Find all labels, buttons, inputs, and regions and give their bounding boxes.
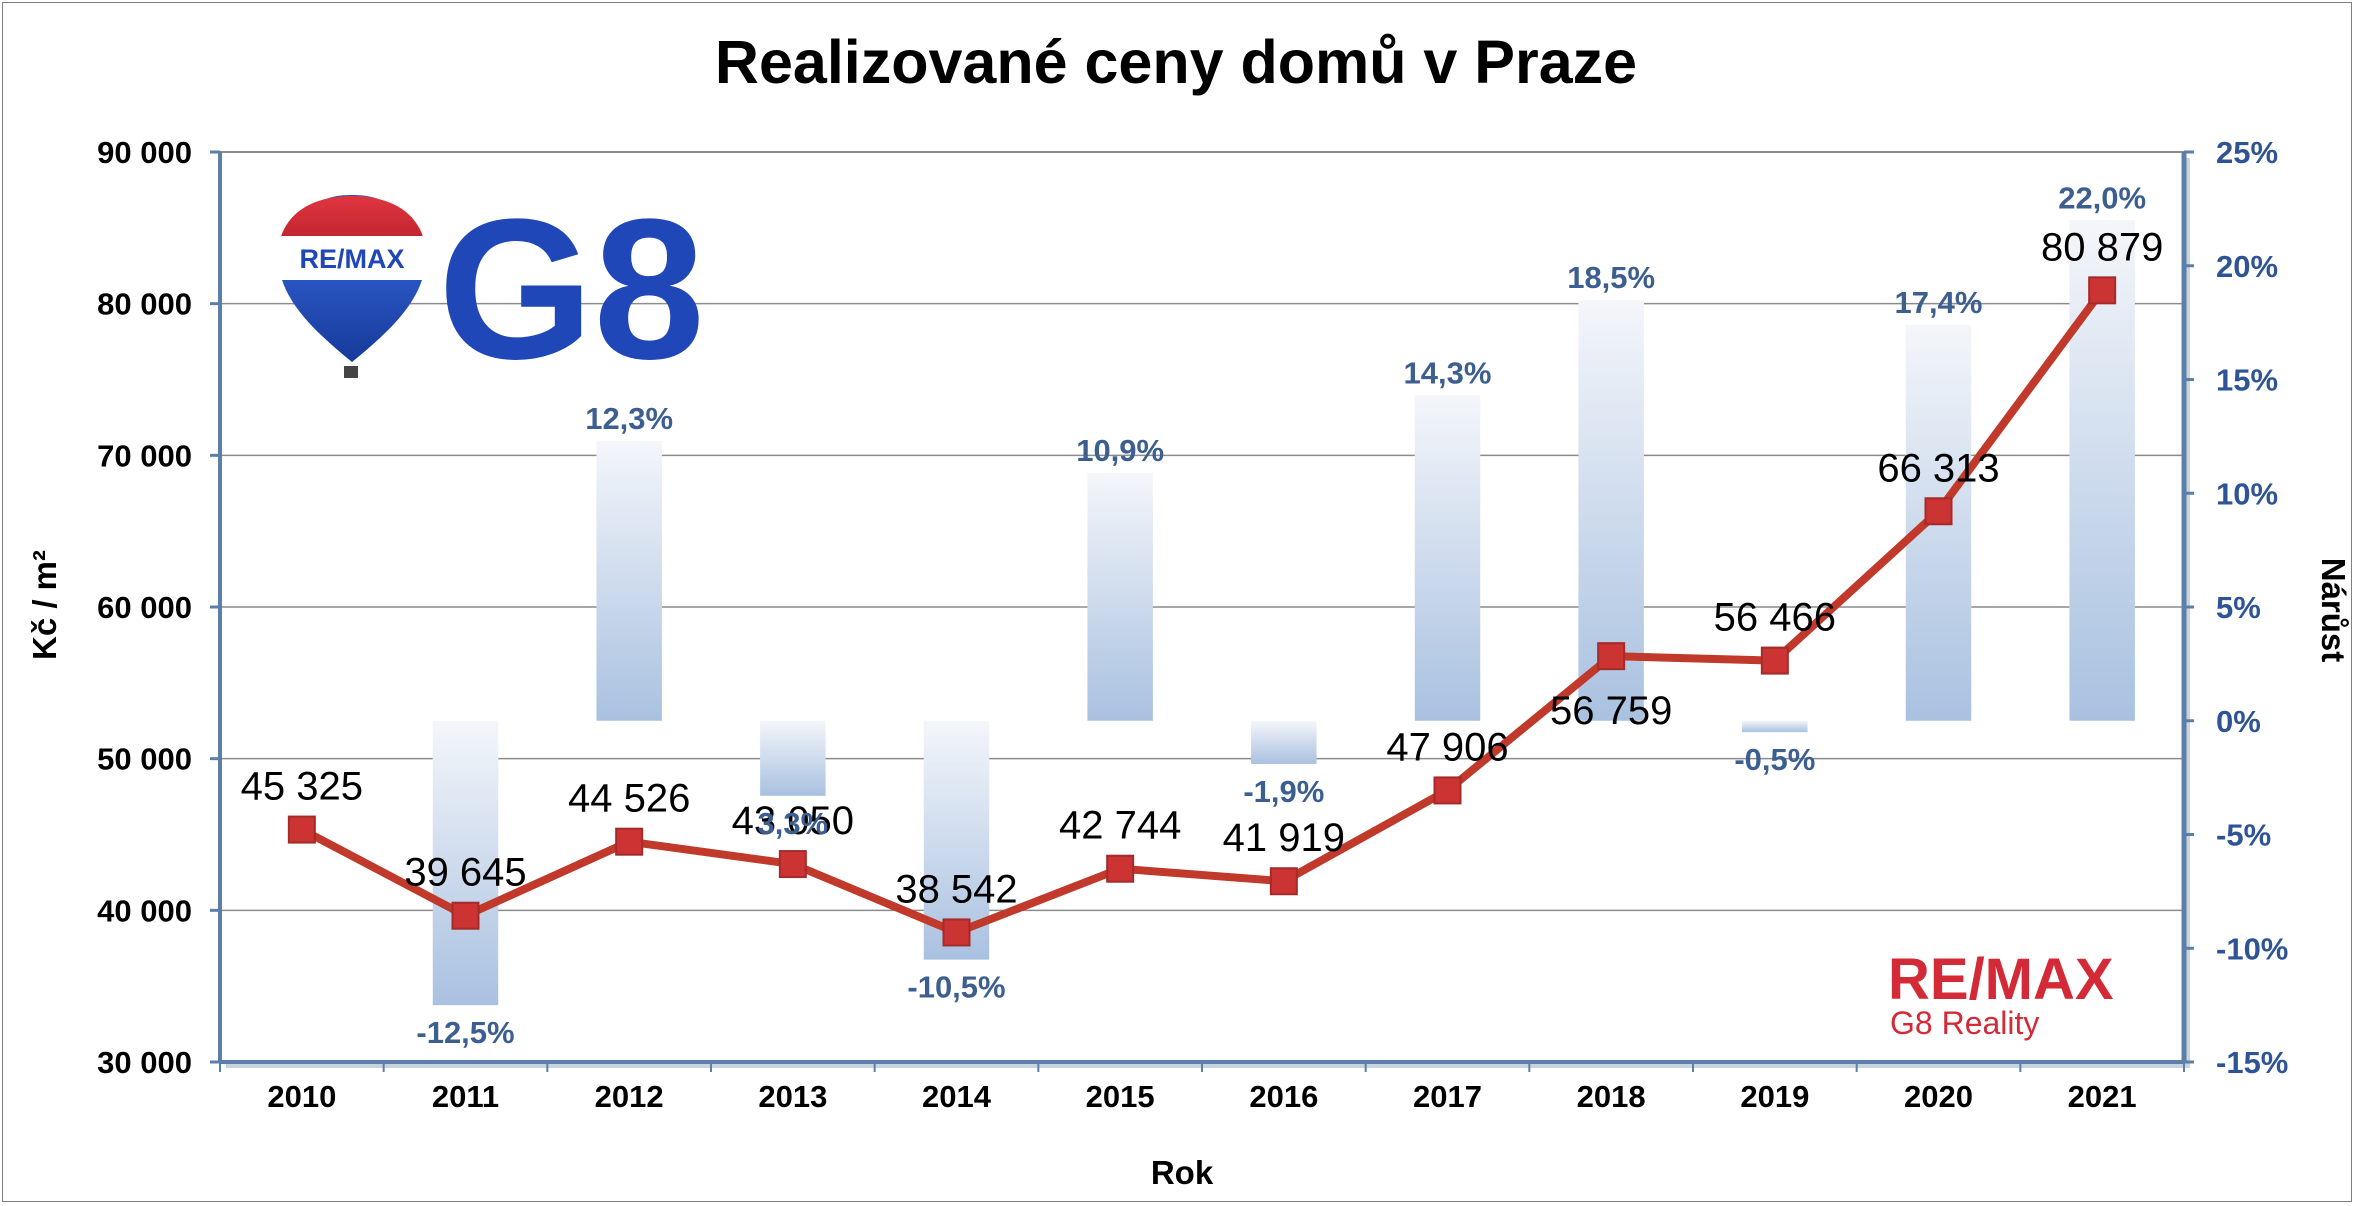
growth-bars xyxy=(432,220,2135,1006)
y2-tick-label: 0% xyxy=(2216,704,2261,739)
growth-label: 3,3% xyxy=(757,806,828,841)
price-label: 45 325 xyxy=(241,765,363,809)
growth-bar xyxy=(596,440,662,721)
price-label: 56 466 xyxy=(1714,596,1836,640)
y2-tick-label: 5% xyxy=(2216,590,2261,625)
x-tick-label: 2017 xyxy=(1413,1079,1482,1114)
x-tick-label: 2012 xyxy=(595,1079,664,1114)
growth-label: 18,5% xyxy=(1567,260,1655,295)
growth-label: 22,0% xyxy=(2058,180,2146,215)
growth-bar xyxy=(1414,395,1481,721)
balloon-brand-text: RE/MAX xyxy=(299,244,404,274)
growth-label: -0,5% xyxy=(1734,742,1815,777)
x-tick-label: 2020 xyxy=(1904,1079,1973,1114)
x-tick-label: 2013 xyxy=(758,1079,827,1114)
price-point xyxy=(2088,276,2117,305)
price-point xyxy=(615,827,644,856)
price-point xyxy=(778,850,807,879)
y-axis-title: Kč / m² xyxy=(26,550,63,660)
x-tick-label: 2014 xyxy=(922,1079,992,1114)
remax-subtitle: G8 Reality xyxy=(1890,1005,2039,1041)
price-label: 47 906 xyxy=(1386,725,1508,769)
growth-label: 10,9% xyxy=(1076,433,1164,468)
x-tick-label: 2021 xyxy=(2068,1079,2137,1114)
y-tick-label: 40 000 xyxy=(97,893,192,928)
price-point xyxy=(1106,854,1135,883)
x-axis-title: Rok xyxy=(1151,1154,1214,1191)
price-line xyxy=(287,276,2117,947)
y-tick-label: 30 000 xyxy=(97,1045,192,1080)
growth-label: -10,5% xyxy=(907,970,1005,1005)
remax-logo-text: RE/MAX xyxy=(1888,947,2114,1012)
growth-label: 14,3% xyxy=(1404,355,1492,390)
price-label: 66 313 xyxy=(1877,446,1999,490)
price-label: 38 542 xyxy=(895,867,1017,911)
y-tick-label: 90 000 xyxy=(97,135,192,170)
price-point xyxy=(287,815,316,844)
y-tick-label: 50 000 xyxy=(97,742,192,777)
remax-balloon-logo: RE/MAX xyxy=(278,195,426,378)
price-label: 44 526 xyxy=(568,777,690,821)
price-point xyxy=(1597,642,1626,671)
y2-tick-label: 15% xyxy=(2216,363,2278,398)
growth-label: 17,4% xyxy=(1895,285,1983,320)
data-labels: 45 325 39 645 44 526 43 050 38 542 42 744 41 9… xyxy=(241,180,2164,1050)
growth-bar xyxy=(1087,472,1153,721)
price-label: 39 645 xyxy=(404,851,526,895)
g8-logo: G8 xyxy=(438,178,705,401)
growth-bar xyxy=(432,720,499,1006)
price-point xyxy=(1433,776,1462,805)
y-tick-label: 80 000 xyxy=(97,287,192,322)
price-point xyxy=(451,901,480,930)
growth-label: 12,3% xyxy=(585,401,673,436)
price-label: 42 744 xyxy=(1059,804,1181,848)
growth-label: -12,5% xyxy=(416,1015,514,1050)
y2-tick-label: 10% xyxy=(2216,476,2278,511)
x-tick-label: 2018 xyxy=(1577,1079,1646,1114)
growth-label: -1,9% xyxy=(1243,774,1324,809)
y2-tick-label: -10% xyxy=(2216,931,2288,966)
y2-tick-label: 20% xyxy=(2216,249,2278,284)
left-axis: 30 000 40 000 50 000 60 000 70 000 80 000 90 0… xyxy=(97,135,222,1080)
x-tick-label: 2010 xyxy=(267,1079,336,1114)
growth-bar xyxy=(1742,720,1808,733)
chart-title: Realizované ceny domů v Praze xyxy=(715,28,1637,96)
x-tick-label: 2016 xyxy=(1249,1079,1318,1114)
price-label: 80 879 xyxy=(2041,225,2163,269)
x-tick-label: 2019 xyxy=(1740,1079,1809,1114)
y-tick-label: 60 000 xyxy=(97,590,192,625)
x-tick-label: 2011 xyxy=(432,1079,499,1114)
price-point xyxy=(942,918,971,947)
price-label: 56 759 xyxy=(1550,689,1672,733)
x-tick-label: 2015 xyxy=(1086,1079,1155,1114)
price-point xyxy=(1760,646,1789,675)
x-axis: 2010 2011 2012 2013 2014 2015 2016 2017 2018 2019… xyxy=(219,1060,2185,1114)
growth-bar xyxy=(1251,720,1317,764)
price-point xyxy=(1269,867,1298,896)
y2-tick-label: -15% xyxy=(2216,1045,2288,1080)
right-axis: -15% -10% -5% 0% 5% 10% 15% 20% 25% xyxy=(2181,135,2288,1080)
y2-tick-label: 25% xyxy=(2216,135,2278,170)
price-line-path xyxy=(299,287,2106,937)
growth-bar xyxy=(760,720,826,796)
gridlines xyxy=(220,302,2184,912)
y-tick-label: 70 000 xyxy=(97,438,192,473)
y2-axis-title: Nárůst xyxy=(2315,558,2352,663)
price-label: 41 919 xyxy=(1223,816,1345,860)
price-label: 43 050 xyxy=(732,799,854,843)
y2-tick-label: -5% xyxy=(2216,818,2271,853)
price-point xyxy=(1924,497,1953,526)
